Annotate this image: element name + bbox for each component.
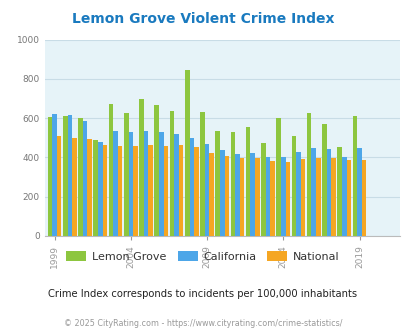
Bar [352, 116, 356, 236]
Bar [330, 158, 335, 236]
Bar [102, 145, 107, 236]
Bar [78, 118, 83, 236]
Bar [148, 145, 153, 236]
Bar [143, 131, 148, 236]
Bar [326, 148, 330, 236]
Bar [52, 114, 57, 236]
Bar [200, 112, 204, 236]
Bar [163, 146, 168, 236]
Bar [254, 158, 259, 236]
Bar [315, 158, 320, 236]
Bar [224, 156, 228, 236]
Bar [72, 138, 77, 236]
Bar [87, 139, 92, 236]
Bar [194, 147, 198, 236]
Bar [311, 148, 315, 236]
Bar [113, 131, 117, 236]
Bar [234, 154, 239, 236]
Bar [159, 132, 163, 236]
Bar [117, 146, 122, 236]
Bar [291, 136, 296, 236]
Bar [154, 105, 159, 236]
Bar [57, 136, 61, 236]
Bar [321, 124, 326, 236]
Bar [174, 134, 178, 236]
Bar [239, 158, 244, 236]
Text: Lemon Grove Violent Crime Index: Lemon Grove Violent Crime Index [72, 12, 333, 25]
Bar [63, 116, 67, 236]
Bar [189, 138, 194, 236]
Bar [215, 131, 220, 236]
Bar [109, 104, 113, 236]
Bar [184, 70, 189, 236]
Bar [178, 145, 183, 236]
Bar [300, 159, 305, 236]
Bar [341, 157, 346, 236]
Bar [337, 147, 341, 236]
Bar [361, 160, 365, 236]
Bar [67, 115, 72, 236]
Bar [83, 121, 87, 236]
Bar [169, 111, 174, 236]
Bar [306, 113, 311, 236]
Bar [280, 157, 285, 236]
Bar [245, 127, 250, 236]
Text: Crime Index corresponds to incidents per 100,000 inhabitants: Crime Index corresponds to incidents per… [48, 289, 357, 299]
Bar [356, 148, 361, 236]
Bar [128, 132, 133, 236]
Bar [260, 143, 265, 236]
Bar [93, 140, 98, 236]
Bar [124, 113, 128, 236]
Bar [139, 99, 143, 236]
Bar [285, 162, 290, 236]
Bar [209, 153, 213, 236]
Text: © 2025 CityRating.com - https://www.cityrating.com/crime-statistics/: © 2025 CityRating.com - https://www.city… [64, 319, 341, 328]
Bar [250, 152, 254, 236]
Bar [48, 117, 52, 236]
Bar [230, 132, 234, 236]
Bar [296, 151, 300, 236]
Bar [346, 160, 350, 236]
Bar [270, 161, 274, 236]
Bar [265, 157, 270, 236]
Legend: Lemon Grove, California, National: Lemon Grove, California, National [62, 247, 343, 267]
Bar [98, 142, 102, 236]
Bar [276, 118, 280, 236]
Bar [133, 146, 137, 236]
Bar [204, 144, 209, 236]
Bar [220, 149, 224, 236]
